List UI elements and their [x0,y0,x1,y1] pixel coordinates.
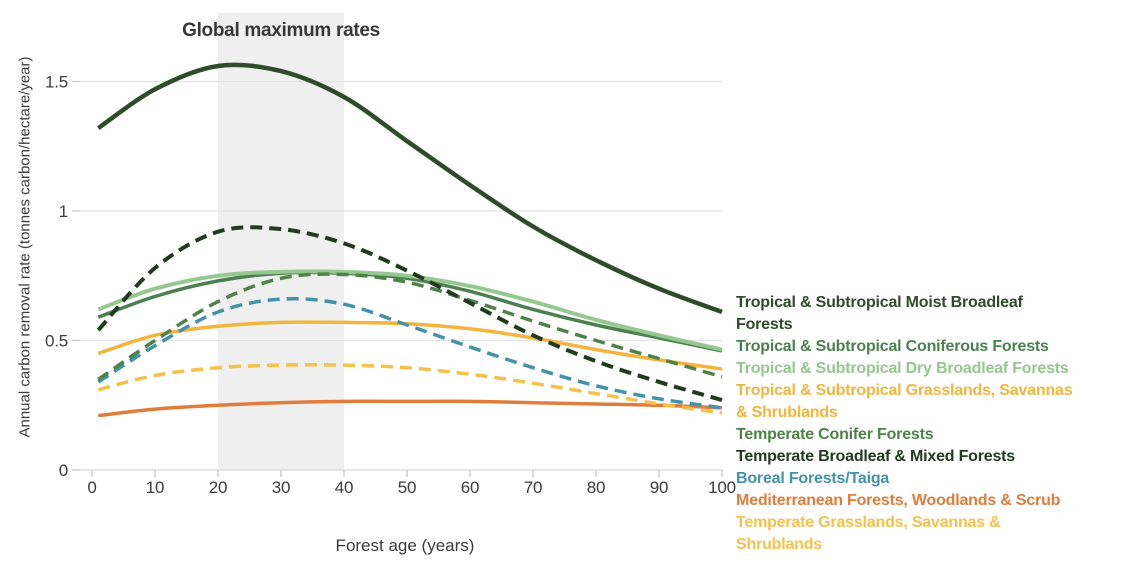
legend-item-temperate-conifer-forests: Temperate Conifer Forests [736,424,1122,446]
x-tick-label: 40 [335,478,354,497]
y-tick-label: 1.5 [45,73,68,92]
line-tropical-subtropical-dry-broadleaf-forests [97,269,723,352]
legend-label-line: Tropical & Subtropical Coniferous Forest… [736,338,1049,355]
legend-label-line: Mediterranean Forests, Woodlands & Scrub [736,492,1061,509]
x-tick-label: 70 [524,478,543,497]
legend-item-tropical-subtropical-moist-broadleaf-forests: Tropical & Subtropical Moist Broadleaf Fo… [736,292,1122,336]
legend-item-temperate-broadleaf-mixed-forests: Temperate Broadleaf & Mixed Forests [736,446,1122,468]
legend-label-line: Temperate Grasslands, Savannas & [736,514,1001,531]
line-tropical-subtropical-coniferous-forests [97,270,723,353]
x-tick-label: 90 [650,478,669,497]
legend-item-temperate-grasslands-savannas-shrublands: Temperate Grasslands, Savannas & Shrublan… [736,512,1122,556]
line-boreal-forests-taiga [97,296,723,410]
y-tick-label: 0 [59,461,68,480]
legend-label-line: & Shrublands [736,404,838,421]
highlight-band [218,13,344,470]
line-tropical-subtropical-moist-broadleaf-forests [97,62,723,315]
x-tick-label: 60 [461,478,480,497]
legend: Tropical & Subtropical Moist Broadleaf Fo… [736,292,1122,556]
y-tick-label: 0.5 [45,332,68,351]
legend-label-line: Boreal Forests/Taiga [736,470,890,487]
line-temperate-grasslands-savannas-shrublands [97,363,723,415]
x-tick-label: 50 [398,478,417,497]
line-temperate-broadleaf-mixed-forests [96,225,723,403]
legend-item-mediterranean-forests-woodlands-scrub: Mediterranean Forests, Woodlands & Scrub [736,490,1122,512]
legend-item-boreal-forests-taiga: Boreal Forests/Taiga [736,468,1122,490]
x-tick-label: 10 [146,478,165,497]
x-axis-label: Forest age (years) [335,536,475,555]
x-tick-label: 80 [587,478,606,497]
x-tick-label: 0 [87,478,96,497]
legend-label-line: Temperate Conifer Forests [736,426,934,443]
legend-label-line: Temperate Broadleaf & Mixed Forests [736,448,1016,465]
x-tick-label: 100 [708,478,736,497]
legend-label-line: Shrublands [736,536,823,553]
line-mediterranean-forests-woodlands-scrub [98,399,723,418]
line-temperate-conifer-forests [97,272,723,381]
x-tick-label: 20 [209,478,228,497]
legend-item-tropical-subtropical-coniferous-forests: Tropical & Subtropical Coniferous Forest… [736,336,1122,358]
legend-item-tropical-subtropical-grasslands-savannas-shrublands: Tropical & Subtropical Grasslands, Savan… [736,380,1122,424]
x-tick-label: 30 [272,478,291,497]
legend-label-line: Tropical & Subtropical Dry Broadleaf For… [736,360,1069,377]
legend-label-line: Forests [736,316,793,333]
legend-item-tropical-subtropical-dry-broadleaf-forests: Tropical & Subtropical Dry Broadleaf For… [736,358,1122,380]
y-tick-label: 1 [59,202,68,221]
legend-label-line: Tropical & Subtropical Grasslands, Savan… [736,382,1073,399]
legend-label-line: Tropical & Subtropical Moist Broadleaf [736,294,1023,311]
chart-title: Global maximum rates [182,20,380,41]
y-axis-label: Annual carbon removal rate (tonnes carbo… [16,56,34,438]
